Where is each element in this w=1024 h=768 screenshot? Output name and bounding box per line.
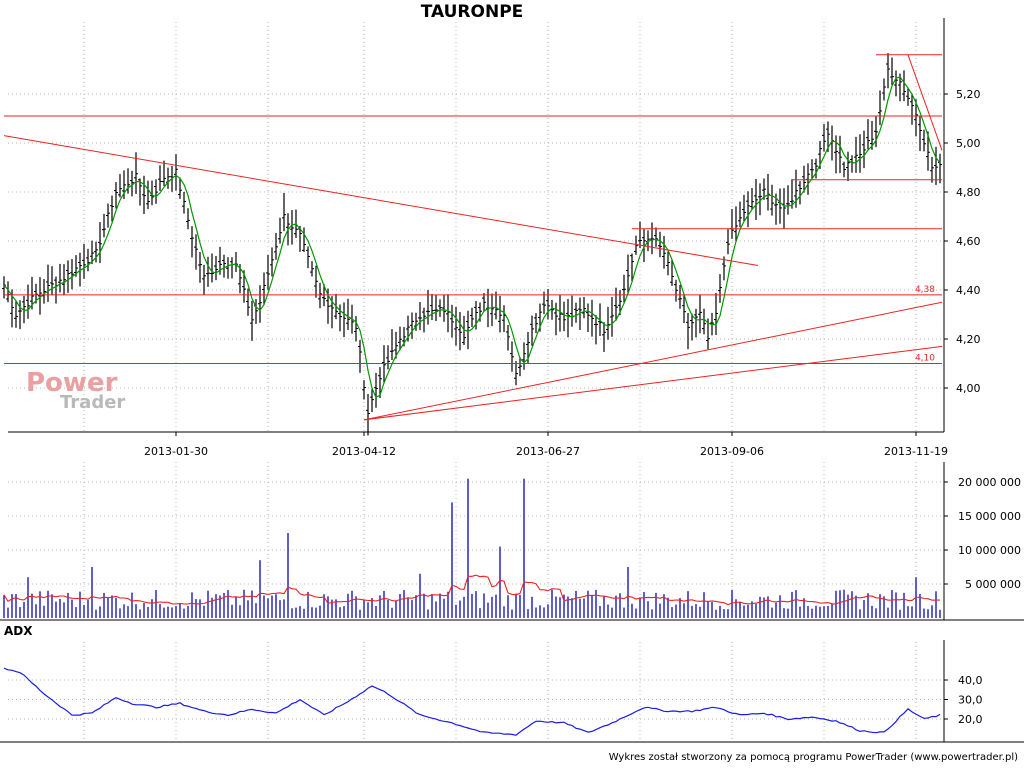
adx-line [3, 667, 941, 736]
x-tick-label: 2013-01-30 [144, 445, 208, 458]
x-tick-label: 2013-06-27 [516, 445, 580, 458]
price-tick-label: 4,20 [956, 333, 981, 346]
chart-title: TAURONPE [420, 2, 524, 22]
volume-tick-label: 5 000 000 [965, 578, 1021, 591]
adx-panel-label: ADX [4, 624, 33, 638]
volume-tick-label: 10 000 000 [958, 544, 1021, 557]
price-tick-label: 5,00 [956, 137, 981, 150]
powertrader-watermark: Power Trader [26, 368, 125, 413]
volume-average-line [3, 574, 940, 606]
adx-tick-label: 20,0 [958, 713, 983, 726]
watermark-line1: Power [26, 368, 118, 398]
trend-line [3, 135, 759, 266]
adx-tick-label: 40,0 [958, 674, 983, 687]
watermark-line2: Trader [60, 392, 126, 413]
price-tick-label: 4,60 [956, 235, 981, 248]
level-label: 4,38 [915, 285, 935, 295]
level-label: 4,10 [915, 354, 935, 364]
x-tick-label: 2013-04-12 [332, 445, 396, 458]
volume-tick-label: 15 000 000 [958, 510, 1021, 523]
trend-line [363, 301, 943, 421]
footer-credit: Wykres został stworzony za pomocą progra… [608, 752, 1018, 763]
price-tick-label: 4,40 [956, 284, 981, 297]
trend-line [363, 345, 943, 421]
adx-tick-label: 30,0 [958, 694, 983, 707]
x-tick-label: 2013-11-19 [884, 445, 948, 458]
volume-tick-label: 20 000 000 [958, 476, 1021, 489]
moving-average-line [3, 76, 941, 399]
price-tick-label: 4,80 [956, 186, 981, 199]
trend-line [907, 54, 943, 151]
x-tick-label: 2013-09-06 [700, 445, 764, 458]
price-tick-label: 5,20 [956, 88, 981, 101]
price-tick-label: 4,00 [956, 382, 981, 395]
